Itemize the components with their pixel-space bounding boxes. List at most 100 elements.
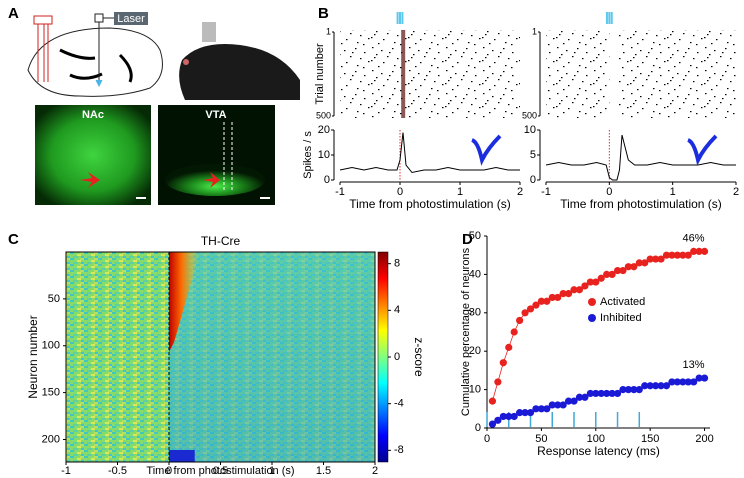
raster-tick-label: 1: [326, 26, 331, 36]
point: [668, 251, 676, 259]
point: [603, 389, 611, 398]
colorbar: [377, 251, 389, 463]
stim-marker: [396, 12, 399, 24]
colorbar-tick-label: 4: [394, 304, 400, 316]
x-axis-label: Time from photostimulation (s): [560, 197, 722, 211]
point: [624, 386, 633, 394]
annotation: 13%: [683, 359, 705, 371]
y-tick-label: 20: [469, 345, 481, 357]
psth-line: [545, 134, 736, 181]
point: [494, 416, 502, 424]
stim-marker: [401, 12, 404, 24]
x-tick-label: 1: [670, 186, 676, 198]
x-axis-label: Time from photostimulation (s): [349, 197, 511, 211]
point: [608, 270, 616, 278]
point: [700, 374, 709, 382]
point: [516, 409, 524, 417]
y-tick-label: 100: [42, 340, 60, 352]
point: [635, 259, 643, 267]
x-tick-label: 150: [641, 433, 659, 445]
micrograph-nac: [35, 105, 151, 205]
point: [548, 401, 556, 409]
raster-tick-label: 500: [522, 110, 537, 120]
y-tick-label: 20: [318, 124, 330, 136]
x-tick-label: 0.5: [213, 465, 228, 477]
waveform-inset: [471, 134, 502, 166]
point: [700, 247, 709, 255]
x-tick-label: 2: [517, 186, 523, 198]
point: [505, 412, 513, 421]
y-tick-label: 10: [469, 384, 481, 396]
raster-gap: [609, 30, 619, 118]
point: [526, 409, 535, 417]
point: [613, 266, 622, 275]
colorbar-label: z-score: [412, 337, 426, 377]
point: [581, 393, 589, 401]
heatmap-post: [169, 252, 375, 462]
waveform-inset: [687, 134, 718, 166]
colorbar-tick-label: -8: [394, 444, 404, 456]
y-tick-label: 200: [42, 433, 60, 445]
point: [532, 301, 540, 309]
point: [586, 278, 594, 286]
laser-box: [114, 12, 148, 25]
point: [597, 389, 605, 398]
point: [673, 251, 681, 259]
point: [624, 263, 633, 271]
y-tick-label: 30: [469, 307, 481, 319]
x-tick-label: 200: [695, 433, 713, 445]
point: [592, 278, 600, 286]
y-axis-label: Cumulative percentage of neurons: [460, 247, 472, 416]
point: [554, 401, 562, 409]
x-tick-label: 0: [606, 186, 612, 198]
y-tick-label: 0: [324, 174, 330, 186]
x-axis-label: Time from photostimulation (s): [146, 465, 294, 477]
point: [679, 251, 687, 259]
point: [662, 251, 671, 259]
panel-label: A: [8, 5, 19, 22]
x-tick-label: 0: [397, 186, 403, 198]
point: [613, 389, 622, 398]
point: [695, 374, 703, 382]
colorbar-tick-label: 0: [394, 351, 400, 363]
x-tick-label: 0: [166, 465, 172, 477]
point: [630, 263, 638, 271]
psth-line: [339, 132, 520, 174]
laser-label: Laser: [117, 13, 145, 25]
panel-label: B: [318, 5, 329, 22]
stim-marker: [610, 12, 613, 24]
point: [646, 255, 654, 263]
point: [537, 297, 545, 305]
point: [499, 359, 507, 367]
point: [673, 378, 681, 386]
point: [488, 397, 497, 405]
y-tick-label: 40: [469, 268, 481, 280]
panel-label: D: [462, 231, 473, 248]
x-tick-label: 2: [372, 465, 378, 477]
point: [652, 255, 660, 263]
point: [543, 405, 551, 413]
legend-label: Activated: [600, 296, 645, 308]
point: [564, 290, 573, 298]
point: [505, 343, 513, 351]
heatmap-inhibited: [169, 450, 195, 462]
point: [570, 286, 578, 294]
point: [575, 286, 584, 294]
raster-tick-label: 500: [316, 110, 331, 120]
image-label: VTA: [205, 109, 226, 121]
raster-response: [401, 30, 406, 118]
decor: [80, 122, 270, 199]
raster-tick-label: 1: [532, 26, 537, 36]
point: [510, 328, 518, 336]
point: [690, 247, 698, 255]
point: [521, 309, 529, 317]
y-tick-label: 150: [42, 387, 60, 399]
point: [695, 247, 703, 255]
point: [662, 382, 671, 390]
x-tick-label: -1: [335, 186, 345, 198]
x-tick-label: -0.5: [108, 465, 127, 477]
point: [532, 405, 540, 413]
point: [559, 290, 567, 298]
legend-marker: [588, 314, 596, 322]
